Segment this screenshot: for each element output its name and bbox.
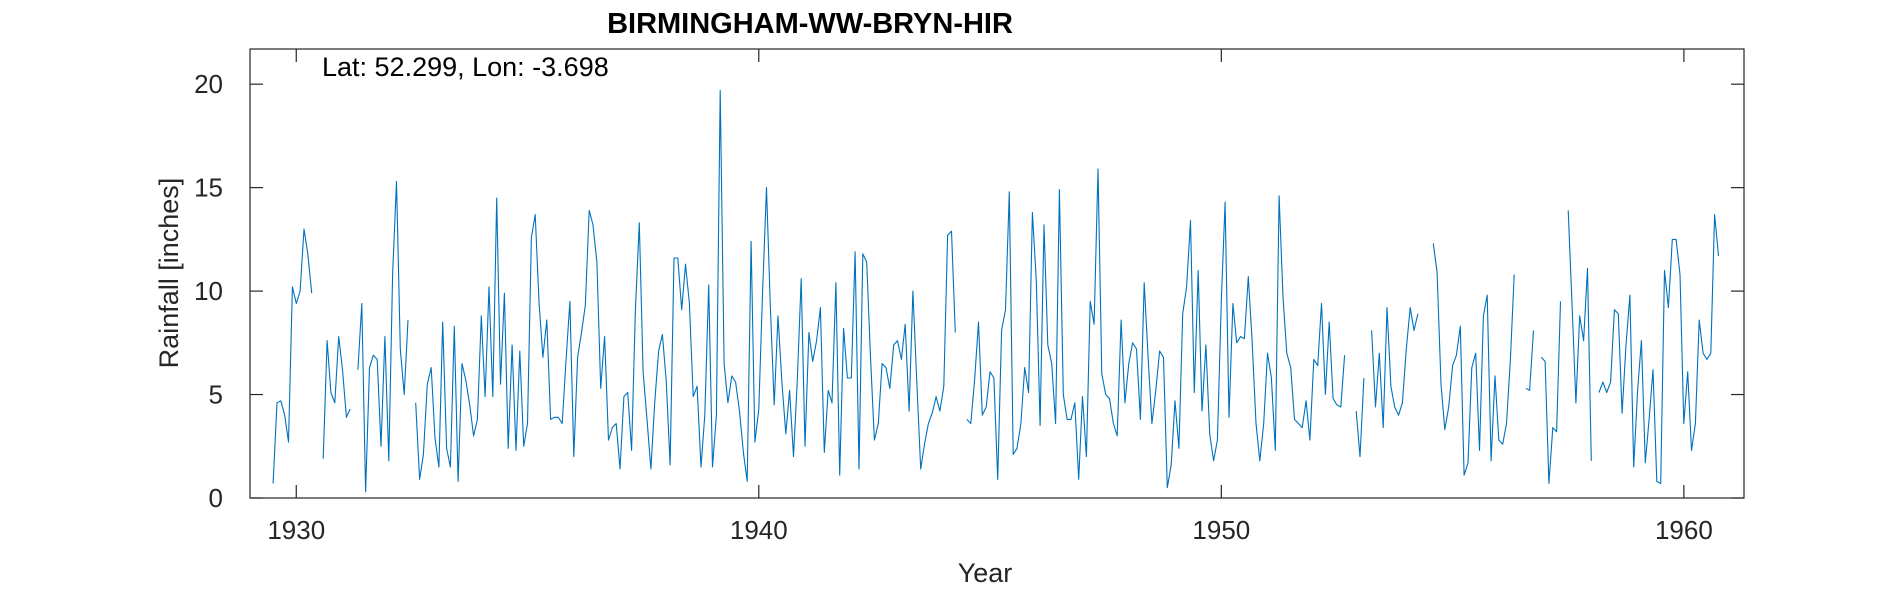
series-line-segment: [1525, 330, 1535, 391]
series-line-segment: [1371, 307, 1419, 429]
x-tick-labels: 1930 1940 1950 1960: [267, 515, 1712, 545]
axis-ticks: [250, 49, 1744, 499]
x-tick-label: 1930: [267, 515, 325, 545]
chart-title: BIRMINGHAM-WW-BRYN-HIR: [607, 8, 1013, 40]
y-tick-label: 5: [209, 380, 223, 410]
x-tick-label: 1950: [1192, 515, 1250, 545]
y-tick-label: 20: [194, 69, 223, 99]
y-tick-label: 0: [209, 483, 223, 513]
location-annotation: Lat: 52.299, Lon: -3.698: [322, 52, 609, 82]
series-line-segment: [1598, 213, 1720, 485]
rainfall-series: [272, 89, 1720, 493]
y-tick-label: 10: [194, 276, 223, 306]
series-line-segment: [415, 89, 956, 482]
x-tick-label: 1960: [1655, 515, 1713, 545]
series-line-segment: [1355, 377, 1365, 458]
series-line-segment: [1540, 301, 1562, 485]
series-line-segment: [1432, 243, 1515, 476]
series-line-segment: [1567, 210, 1592, 461]
series-line-segment: [272, 228, 313, 484]
series-line-segment: [966, 168, 1346, 489]
plot-area: [249, 48, 1745, 499]
series-line-segment: [322, 336, 351, 459]
x-tick-label: 1940: [730, 515, 788, 545]
x-axis-label: Year: [958, 558, 1013, 588]
y-tick-labels: 0 5 10 15 20: [194, 69, 223, 513]
series-line-segment: [357, 180, 409, 493]
y-axis-label: Rainfall [inches]: [154, 178, 184, 369]
y-tick-label: 15: [194, 173, 223, 203]
